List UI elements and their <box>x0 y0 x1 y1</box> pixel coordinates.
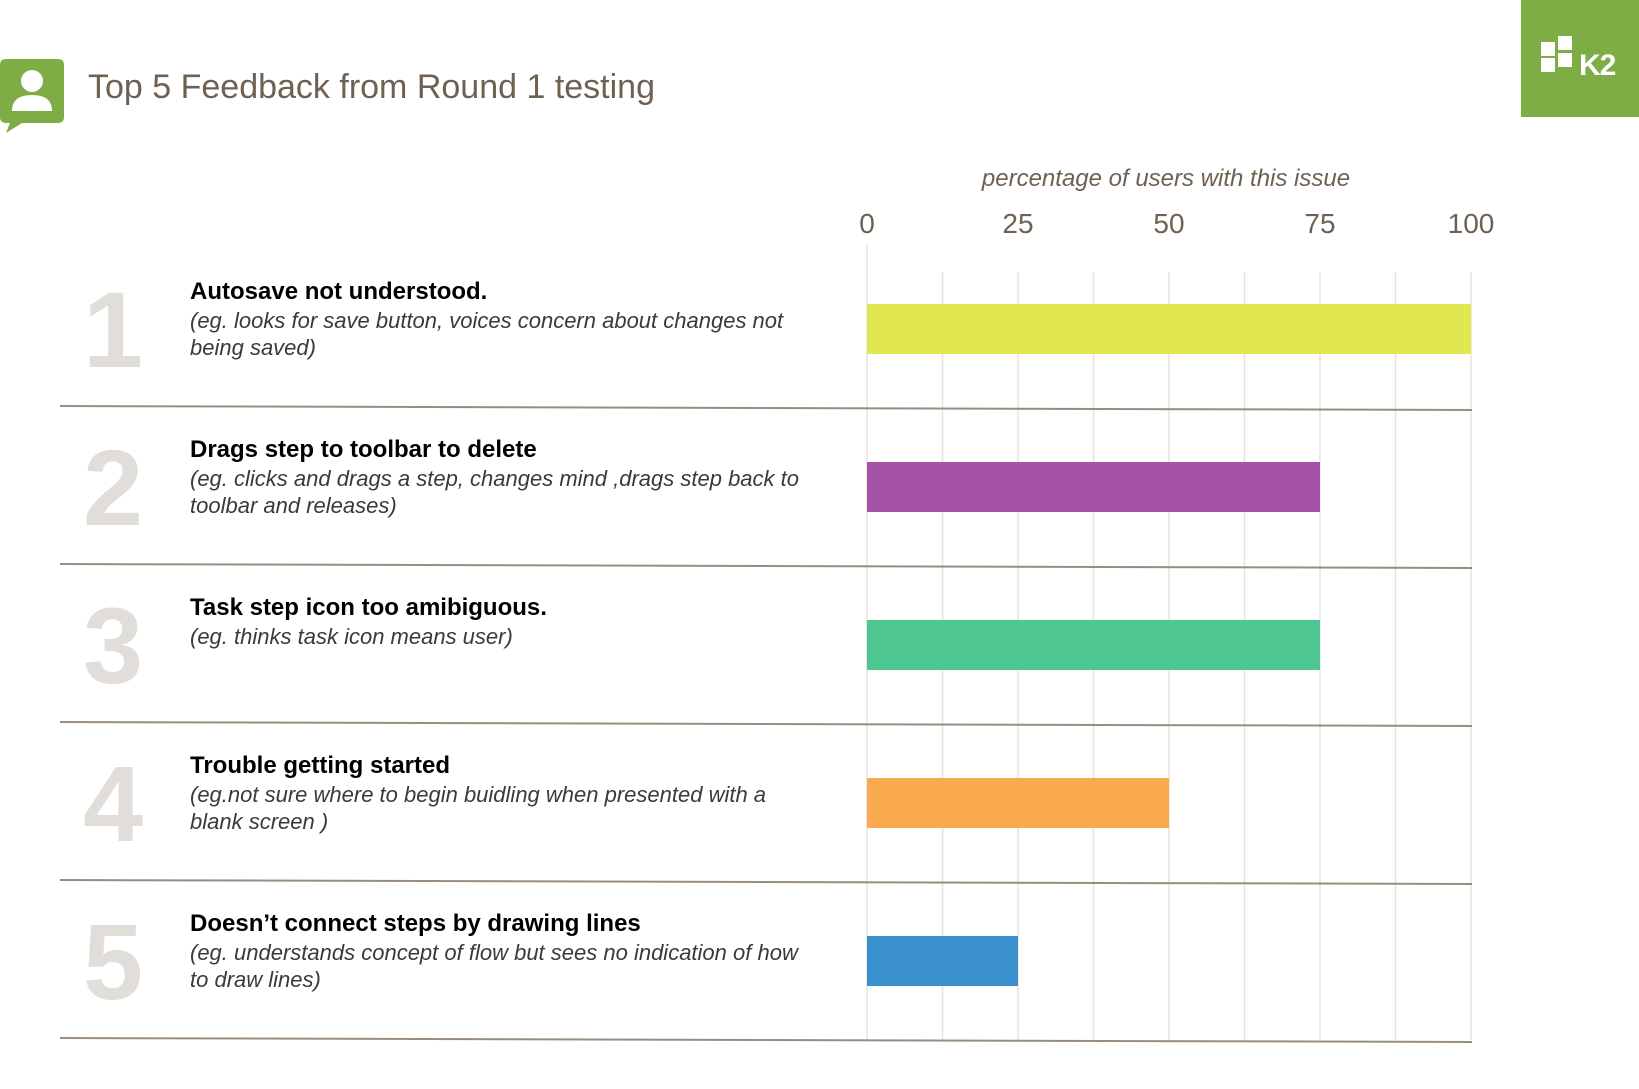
logo-text: K2 <box>1579 49 1616 82</box>
x-tick-label: 100 <box>1448 208 1495 239</box>
bar <box>867 620 1320 670</box>
feedback-title: Drags step to toolbar to delete <box>190 436 537 463</box>
user-speech-bubble-icon <box>0 59 66 133</box>
feedback-title: Autosave not understood. <box>190 278 488 305</box>
rank-number: 5 <box>82 901 144 1022</box>
rank-number: 4 <box>82 743 144 864</box>
bar <box>867 936 1018 986</box>
feedback-description: (eg. understands concept of flow but see… <box>190 940 798 992</box>
row-divider <box>59 879 1473 885</box>
row-divider <box>59 563 1473 569</box>
k2-logo: K2 <box>1521 0 1639 117</box>
bar <box>867 304 1471 354</box>
row-divider <box>59 721 1473 727</box>
rank-number: 2 <box>82 427 144 548</box>
x-axis-label: percentage of users with this issue <box>981 165 1351 192</box>
rank-number: 1 <box>82 269 144 390</box>
row-divider <box>59 405 1473 411</box>
page-title: Top 5 Feedback from Round 1 testing <box>88 68 655 106</box>
rank-number: 3 <box>82 585 144 706</box>
feedback-title: Task step icon too amibiguous. <box>190 594 547 621</box>
feedback-title: Doesn’t connect steps by drawing lines <box>190 910 641 937</box>
x-tick-label: 25 <box>1002 208 1033 239</box>
feedback-title: Trouble getting started <box>190 752 451 779</box>
x-tick-label: 0 <box>859 208 875 239</box>
bar <box>867 462 1320 512</box>
x-tick-label: 50 <box>1153 208 1184 239</box>
row-divider <box>59 1037 1473 1043</box>
feedback-description: (eg. thinks task icon means user) <box>190 624 513 649</box>
bar <box>867 778 1169 828</box>
feedback-description: (eg.not sure where to begin buidling whe… <box>190 782 767 834</box>
x-tick-label: 75 <box>1304 208 1335 239</box>
feedback-description: (eg. clicks and drags a step, changes mi… <box>190 466 799 518</box>
feedback-description: (eg. looks for save button, voices conce… <box>190 308 784 360</box>
logo-squares-icon <box>1541 36 1572 72</box>
